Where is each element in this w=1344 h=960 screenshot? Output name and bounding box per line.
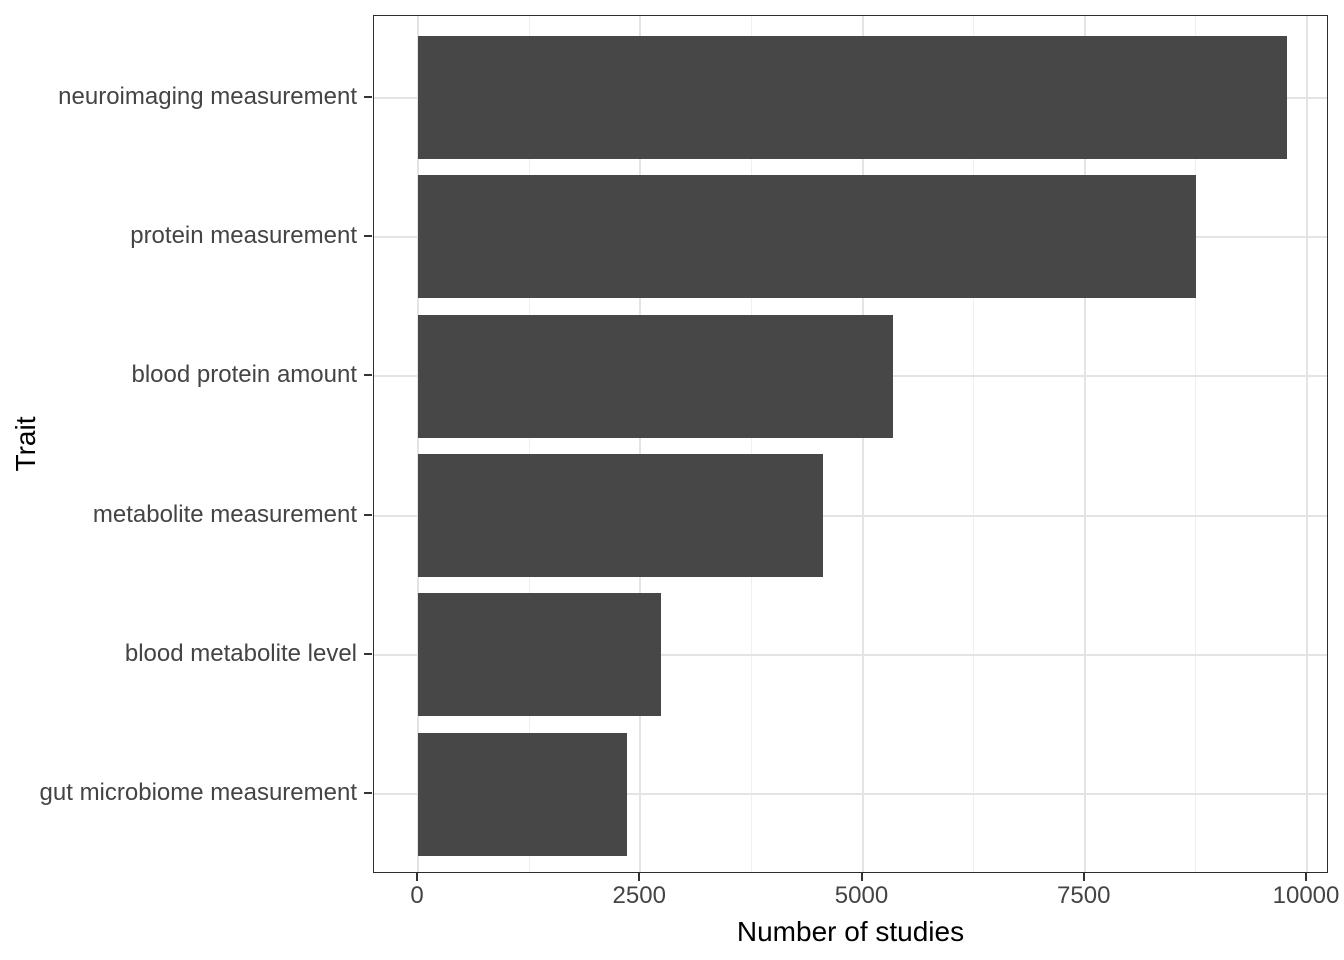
major-gridline-x-10000 — [1306, 16, 1308, 872]
major-gridline-y — [374, 514, 1327, 517]
bar-gut-microbiome-measurement — [418, 732, 627, 856]
y-category-label: metabolite measurement — [92, 500, 357, 528]
x-axis-title: Number of studies — [736, 916, 965, 947]
major-gridline-y — [374, 653, 1327, 656]
y-category-label: blood metabolite level — [124, 639, 357, 667]
y-axis-title: Trait — [10, 416, 41, 472]
x-axis-tick-mark — [860, 873, 863, 881]
x-tick-label: 0 — [410, 882, 424, 909]
major-gridline-x-0 — [417, 16, 419, 872]
y-axis-tick-mark — [364, 374, 372, 377]
minor-gridline-x-3750 — [750, 16, 752, 872]
x-axis-tick-mark — [1305, 873, 1307, 881]
bar-blood-protein-amount — [418, 314, 893, 438]
y-category-label: blood protein amount — [131, 361, 358, 389]
major-gridline-x-2500 — [639, 16, 642, 872]
y-axis-tick-mark — [364, 792, 372, 795]
y-axis-tick-mark — [364, 513, 372, 516]
y-category-label: gut microbiome measurement — [39, 779, 357, 807]
bar-metabolite-measurement — [418, 454, 824, 578]
minor-gridline-x-1250 — [528, 16, 530, 872]
bar-neuroimaging-measurement — [418, 36, 1288, 159]
x-tick-label: 2500 — [612, 882, 666, 909]
x-axis-tick-mark — [416, 873, 418, 881]
x-tick-label: 7500 — [1057, 882, 1111, 909]
x-tick-label: 10000 — [1272, 882, 1340, 909]
bar-blood-metabolite-level — [418, 593, 661, 717]
major-gridline-x-5000 — [861, 16, 864, 872]
y-category-label: neuroimaging measurement — [58, 82, 357, 110]
y-axis-tick-mark — [364, 652, 372, 655]
y-axis-tick-mark — [364, 95, 372, 98]
major-gridline-x-7500 — [1083, 16, 1086, 872]
y-axis-tick-mark — [364, 234, 372, 237]
x-axis-tick-mark — [1082, 873, 1085, 881]
x-axis-tick-mark — [638, 873, 641, 881]
major-gridline-y — [374, 793, 1327, 796]
minor-gridline-x-8750 — [1195, 16, 1197, 872]
bar-protein-measurement — [418, 175, 1196, 299]
y-category-label: protein measurement — [130, 221, 357, 249]
plot-panel — [373, 15, 1328, 873]
minor-gridline-x-6250 — [973, 16, 975, 872]
x-tick-label: 5000 — [834, 882, 889, 909]
